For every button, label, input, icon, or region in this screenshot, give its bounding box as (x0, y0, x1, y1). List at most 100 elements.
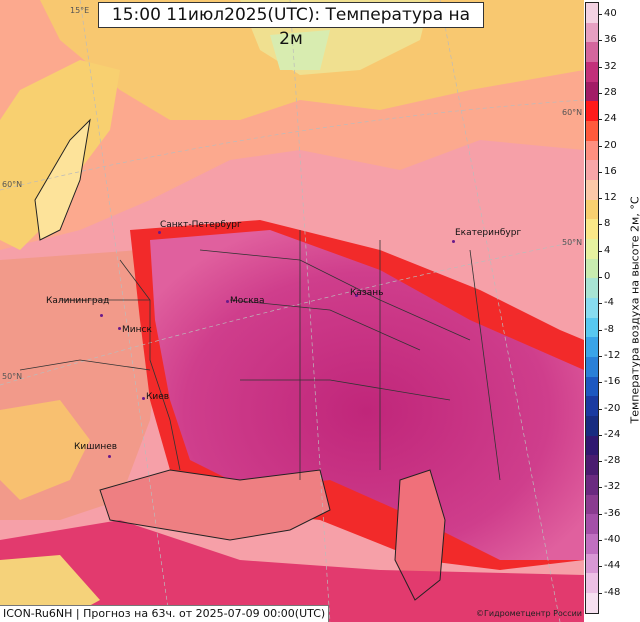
city-saint-petersburg: Санкт-Петербург (160, 220, 242, 230)
colorbar-band (586, 376, 598, 397)
colorbar-tick-label: -12 (604, 349, 621, 361)
colorbar-tick-label: -8 (604, 323, 614, 335)
colorbar-tick-mark (599, 408, 602, 410)
city-dot (452, 240, 455, 243)
colorbar-tick-mark (599, 434, 602, 436)
colorbar (585, 2, 599, 614)
colorbar-tick-label: 12 (604, 192, 617, 204)
colorbar-tick-mark (599, 329, 602, 331)
city-chisinau: Кишинев (74, 442, 118, 452)
colorbar-band (586, 62, 598, 82)
colorbar-tick-label: 20 (604, 139, 617, 151)
colorbar-band (586, 180, 598, 200)
colorbar-band (586, 199, 598, 220)
colorbar-tick-label: -44 (604, 560, 621, 572)
colorbar-tick-mark (599, 224, 602, 226)
colorbar-band (586, 140, 598, 161)
city-dot (100, 314, 103, 317)
colorbar-band (586, 239, 598, 259)
colorbar-tick-mark (599, 513, 602, 515)
colorbar-band (586, 416, 598, 436)
colorbar-tick-label: 28 (604, 86, 617, 98)
colorbar-tick-label: 16 (604, 165, 617, 177)
lat-label-50w: 50°N (2, 372, 23, 381)
colorbar-tick-mark (599, 198, 602, 200)
colorbar-tick-mark (599, 277, 602, 278)
colorbar-tick-label: -36 (604, 507, 621, 519)
lon-label-15e: 15°E (70, 6, 90, 15)
colorbar-band (586, 337, 598, 358)
city-dot (355, 294, 358, 297)
colorbar-tick-mark (599, 461, 602, 463)
colorbar-tick-label: -20 (604, 402, 621, 414)
city-dot (226, 300, 229, 303)
city-moscow: Москва (230, 296, 265, 306)
colorbar-band (586, 553, 598, 574)
colorbar-tick-label: 36 (604, 34, 617, 46)
borders (19, 230, 501, 481)
city-kyiv: Киев (146, 392, 170, 402)
colorbar-band (586, 101, 598, 122)
colorbar-band (586, 357, 598, 377)
colorbar-tick-label: 0 (604, 271, 611, 282)
city-kazan: Казань (350, 288, 384, 298)
colorbar-tick-mark (599, 119, 602, 121)
colorbar-band (586, 534, 598, 554)
black-sea (100, 470, 330, 540)
colorbar-band (586, 317, 598, 338)
colorbar-band (586, 435, 598, 456)
colorbar-band (586, 278, 598, 299)
model-info: ICON-Ru6NH | Прогноз на 63ч. от 2025-07-… (0, 605, 330, 622)
carpathian-zone (0, 400, 90, 500)
colorbar-band (586, 475, 598, 495)
colorbar-band (586, 3, 598, 23)
colorbar-tick-mark (599, 171, 602, 173)
colorbar-tick-mark (599, 40, 602, 42)
lat-label-60e: 60°N (562, 108, 583, 117)
colorbar-band (586, 396, 598, 417)
colorbar-tick-label: 8 (604, 218, 611, 230)
colorbar-tick-mark (599, 66, 602, 68)
caspian-sea (395, 470, 445, 600)
colorbar-tick-label: -40 (604, 534, 621, 545)
colorbar-band (586, 81, 598, 102)
temperature-map (0, 0, 584, 622)
colorbar-tick-mark (599, 487, 602, 489)
city-dot (108, 455, 111, 458)
colorbar-band (586, 593, 598, 613)
city-minsk: Минск (122, 325, 152, 335)
city-dot (158, 231, 161, 234)
colorbar-band (586, 298, 598, 318)
colorbar-band (586, 121, 598, 141)
colorbar-label: Температура воздуха на высоте 2м, °С (628, 196, 640, 424)
colorbar-tick-mark (599, 566, 602, 568)
colorbar-tick-mark (599, 382, 602, 384)
colorbar-tick-label: -4 (604, 297, 614, 309)
cool-zone-kola (270, 30, 330, 70)
colorbar-band (586, 42, 598, 63)
south-hot-zone (0, 520, 584, 622)
colorbar-tick-mark (599, 92, 602, 94)
lat-label-60w: 60°N (2, 180, 23, 189)
colorbar-tick-mark (599, 355, 602, 357)
colorbar-tick-label: -16 (604, 376, 621, 388)
colorbar-tick-label: -32 (604, 481, 621, 493)
colorbar-tick-label: -24 (604, 428, 621, 440)
colorbar-tick-mark (599, 145, 602, 147)
colorbar-tick-label: -28 (604, 455, 621, 467)
lat-label-50e: 50°N (562, 238, 583, 247)
baltic-sea (35, 120, 90, 240)
colorbar-tick-mark (599, 540, 602, 541)
city-yekaterinburg: Екатеринбург (455, 228, 522, 238)
colorbar-band (586, 160, 598, 181)
colorbar-tick-mark (599, 14, 602, 15)
colorbar-tick-label: 4 (604, 244, 611, 256)
colorbar-band (586, 258, 598, 279)
colorbar-band (586, 22, 598, 43)
colorbar-tick-mark (599, 303, 602, 305)
city-dot (118, 327, 121, 330)
colorbar-tick-label: -48 (604, 586, 621, 598)
colorbar-band (586, 455, 598, 476)
colorbar-tick-label: 24 (604, 113, 617, 125)
